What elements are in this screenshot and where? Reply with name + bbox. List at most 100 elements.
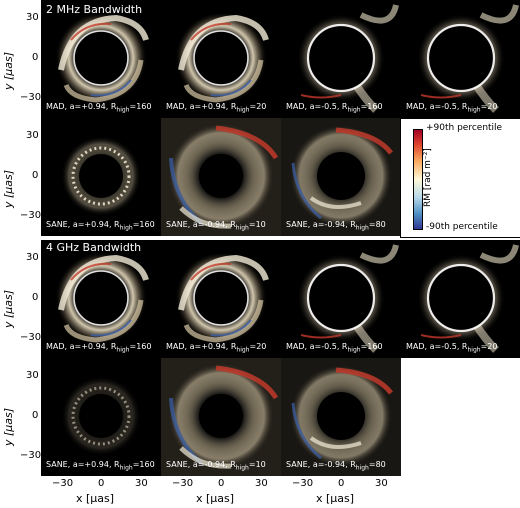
panel-label-tail: =160: [132, 460, 155, 470]
panel-label-main: SANE, a=+0.94, R: [46, 220, 120, 230]
panel-label-tail: =20: [249, 102, 267, 112]
panel-label-sub: high: [116, 107, 130, 114]
panel-label-sub: high: [119, 465, 133, 472]
panel-r3-c4: MAD, a=-0.5, Rhigh=20: [401, 240, 520, 358]
panel-label-sub: high: [235, 225, 249, 232]
panel-r2-c3: SANE, a=-0.94, Rhigh=80: [281, 118, 401, 236]
panel-label-tail: =20: [249, 342, 267, 352]
panel-label-sub: high: [236, 347, 250, 354]
panel-r1-c1: MAD, a=+0.94, Rhigh=160: [41, 0, 161, 118]
panel-label: SANE, a=-0.94, Rhigh=80: [286, 460, 386, 472]
panel-label-tail: =80: [368, 220, 386, 230]
panel-r3-c3: MAD, a=-0.5, Rhigh=160: [281, 240, 401, 358]
panel-label-sub: high: [119, 225, 133, 232]
y-tick-label: 30: [26, 130, 39, 141]
colorbar-bottom-label: -90th percentile: [426, 222, 498, 232]
panel-r2-c2: SANE, a=-0.94, Rhigh=10: [161, 118, 281, 236]
panel-label-sub: high: [347, 107, 361, 114]
panel-label-sub: high: [355, 465, 369, 472]
x-tick-label: 0: [338, 478, 345, 489]
panel-label-tail: =20: [480, 342, 498, 352]
colorbar-top-label: +90th percentile: [426, 123, 503, 133]
panel-label: MAD, a=-0.5, Rhigh=160: [286, 342, 383, 354]
panel-label-main: MAD, a=+0.94, R: [46, 342, 117, 352]
y-axis-label-row3: y [μas]: [2, 289, 15, 328]
panel-label-sub: high: [235, 465, 249, 472]
colorbar: +90th percentile RM [rad m⁻²] -90th perc…: [400, 118, 520, 238]
panel-r1-c3: MAD, a=-0.5, Rhigh=160: [281, 0, 401, 118]
section-title-4ghz: 4 GHz Bandwidth: [46, 241, 142, 254]
panel-r3-c2: MAD, a=+0.94, Rhigh=20: [161, 240, 281, 358]
panel-label: MAD, a=-0.5, Rhigh=20: [406, 342, 497, 354]
x-tick-label: 30: [255, 478, 268, 489]
panel-label-sub: high: [467, 347, 481, 354]
panel-label-main: MAD, a=+0.94, R: [166, 342, 237, 352]
y-tick-label: 0: [32, 410, 39, 421]
panel-label-tail: =160: [360, 102, 383, 112]
panel-label: MAD, a=-0.5, Rhigh=160: [286, 102, 383, 114]
y-axis-label-row1: y [μas]: [2, 51, 15, 90]
panel-label: MAD, a=+0.94, Rhigh=20: [166, 342, 266, 354]
y-axis-label-row4: y [μas]: [2, 407, 15, 446]
y-tick-label: −30: [20, 332, 42, 343]
panel-label-tail: =160: [132, 220, 155, 230]
y-tick-label: 30: [26, 370, 39, 381]
panel-label-main: SANE, a=-0.94, R: [166, 460, 236, 470]
panel-label-main: MAD, a=-0.5, R: [406, 342, 468, 352]
y-tick-label: 0: [32, 52, 39, 63]
panel-label-tail: =10: [248, 460, 266, 470]
panel-label-tail: =160: [129, 342, 152, 352]
x-tick-label: 0: [98, 478, 105, 489]
y-axis-label-row2: y [μas]: [2, 169, 15, 208]
x-axis-label-col2: x [μas]: [196, 492, 235, 505]
y-tick-label: 30: [26, 12, 39, 23]
panel-label-main: MAD, a=-0.5, R: [286, 102, 348, 112]
y-tick-label: −30: [20, 450, 42, 461]
panel-r4-c3: SANE, a=-0.94, Rhigh=80: [281, 358, 401, 476]
y-tick-label: 30: [26, 252, 39, 263]
panel-label: SANE, a=-0.94, Rhigh=10: [166, 460, 266, 472]
x-tick-label: 0: [218, 478, 225, 489]
panel-label-main: MAD, a=+0.94, R: [46, 102, 117, 112]
panel-label: SANE, a=-0.94, Rhigh=10: [166, 220, 266, 232]
panel-label: SANE, a=+0.94, Rhigh=160: [46, 220, 155, 232]
panel-label-main: SANE, a=-0.94, R: [286, 460, 356, 470]
x-tick-label: −30: [52, 478, 74, 489]
panel-label-main: SANE, a=+0.94, R: [46, 460, 120, 470]
panel-label-main: SANE, a=-0.94, R: [286, 220, 356, 230]
panel-label-tail: =10: [248, 220, 266, 230]
y-tick-label: 0: [32, 170, 39, 181]
panel-label-sub: high: [347, 347, 361, 354]
panel-label-tail: =20: [480, 102, 498, 112]
panel-label: SANE, a=+0.94, Rhigh=160: [46, 460, 155, 472]
x-axis-label-col1: x [μas]: [76, 492, 115, 505]
x-tick-label: 30: [135, 478, 148, 489]
panel-r4-c1: SANE, a=+0.94, Rhigh=160: [41, 358, 161, 476]
panel-label-sub: high: [355, 225, 369, 232]
panel-label: MAD, a=+0.94, Rhigh=160: [46, 102, 151, 114]
panel-label-main: MAD, a=+0.94, R: [166, 102, 237, 112]
panel-r4-c2: SANE, a=-0.94, Rhigh=10: [161, 358, 281, 476]
panel-r1-c4: MAD, a=-0.5, Rhigh=20: [401, 0, 520, 118]
x-tick-label: −30: [292, 478, 314, 489]
panel-r2-c1: SANE, a=+0.94, Rhigh=160: [41, 118, 161, 236]
colorbar-gradient: [413, 129, 423, 230]
y-tick-label: 0: [32, 292, 39, 303]
panel-label: MAD, a=+0.94, Rhigh=160: [46, 342, 151, 354]
x-tick-label: 30: [375, 478, 388, 489]
x-axis-label-col3: x [μas]: [316, 492, 355, 505]
panel-label: MAD, a=-0.5, Rhigh=20: [406, 102, 497, 114]
panel-label-main: MAD, a=-0.5, R: [286, 342, 348, 352]
panel-label-sub: high: [116, 347, 130, 354]
colorbar-axis-label: RM [rad m⁻²]: [423, 148, 433, 207]
panel-label-tail: =80: [368, 460, 386, 470]
panel-r1-c2: MAD, a=+0.94, Rhigh=20: [161, 0, 281, 118]
y-tick-label: −30: [20, 92, 42, 103]
x-tick-label: −30: [172, 478, 194, 489]
panel-r3-c1: MAD, a=+0.94, Rhigh=160: [41, 240, 161, 358]
panel-label: MAD, a=+0.94, Rhigh=20: [166, 102, 266, 114]
panel-label-tail: =160: [360, 342, 383, 352]
panel-label: SANE, a=-0.94, Rhigh=80: [286, 220, 386, 232]
panel-label-sub: high: [467, 107, 481, 114]
